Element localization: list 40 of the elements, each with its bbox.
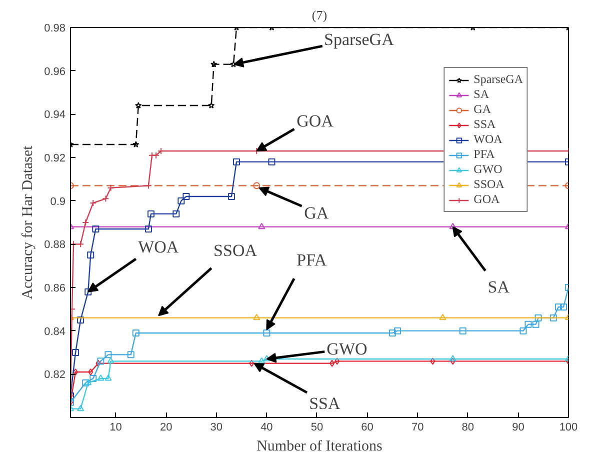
annotation: SSA bbox=[309, 394, 342, 413]
x-tick-label: 60 bbox=[361, 422, 374, 434]
legend-label: GA bbox=[474, 102, 492, 117]
annotation: WOA bbox=[138, 237, 180, 256]
annotation: PFA bbox=[296, 250, 328, 270]
y-tick-label: 0.88 bbox=[44, 239, 66, 252]
x-tick-label: 30 bbox=[210, 422, 223, 434]
x-tick-label: 100 bbox=[559, 422, 578, 434]
annotation: SA bbox=[488, 277, 510, 296]
legend-label: SparseGA bbox=[474, 72, 523, 87]
annotation: GOA bbox=[296, 112, 334, 130]
legend-label: SSA bbox=[474, 117, 496, 132]
legend-label: PFA bbox=[474, 147, 495, 162]
y-tick-label: 0.9 bbox=[50, 196, 66, 208]
legend-label: GOA bbox=[474, 192, 500, 207]
chart-title: (7) bbox=[312, 8, 328, 22]
y-tick-label: 0.92 bbox=[44, 152, 66, 164]
y-tick-label: 0.84 bbox=[44, 326, 66, 338]
legend-label: GWO bbox=[474, 162, 502, 177]
y-tick-label: 0.86 bbox=[44, 282, 66, 294]
y-tick-label: 0.94 bbox=[44, 109, 66, 122]
legend-label: SSOA bbox=[474, 177, 504, 192]
legend-label: SA bbox=[474, 87, 490, 102]
annotation: GA bbox=[304, 203, 330, 222]
x-axis-title: Number of Iterations bbox=[256, 438, 383, 454]
annotation: GWO bbox=[326, 340, 368, 358]
y-tick-label: 0.82 bbox=[44, 369, 66, 382]
y-axis-title: Accuracy for Har Dataset bbox=[20, 144, 36, 300]
x-tick-label: 10 bbox=[110, 422, 122, 434]
y-tick-label: 0.96 bbox=[44, 66, 66, 78]
x-tick-label: 20 bbox=[160, 422, 172, 434]
annotation: SSOA bbox=[214, 241, 258, 260]
annotation: SparseGA bbox=[324, 30, 395, 49]
y-tick-label: 0.98 bbox=[44, 22, 66, 34]
legend-label: WOA bbox=[474, 132, 502, 147]
x-tick-label: 80 bbox=[462, 422, 474, 434]
x-tick-label: 40 bbox=[260, 422, 273, 434]
x-tick-label: 50 bbox=[310, 422, 324, 434]
x-tick-label: 70 bbox=[411, 422, 424, 434]
x-tick-label: 90 bbox=[512, 422, 524, 434]
